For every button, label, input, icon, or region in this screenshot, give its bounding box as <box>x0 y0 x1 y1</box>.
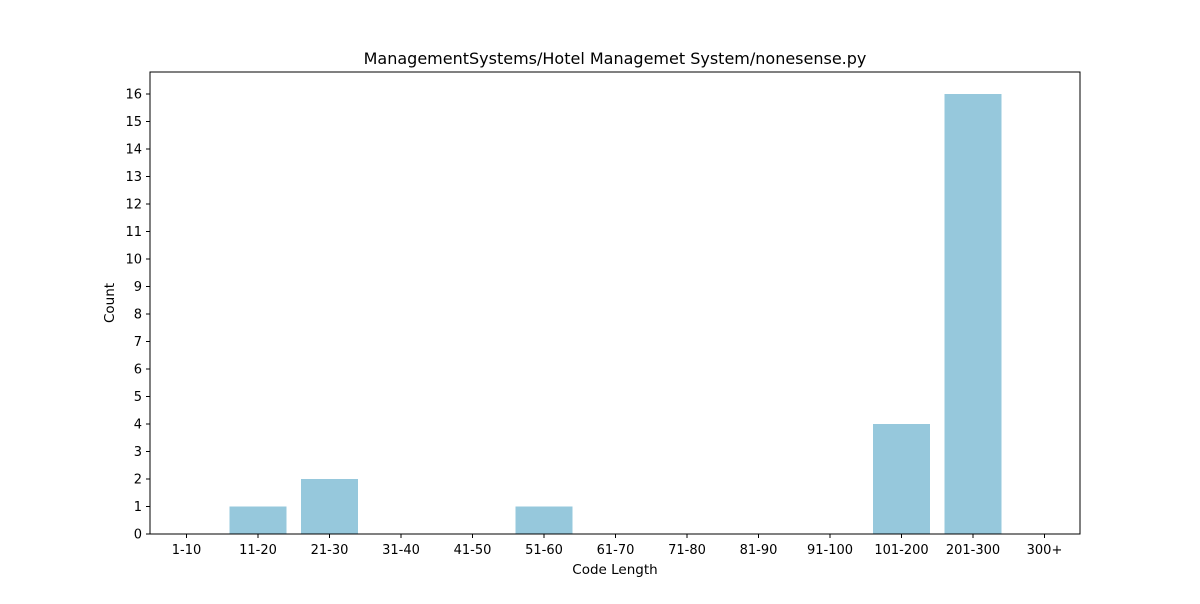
bar-51-60 <box>515 506 573 534</box>
y-tick-label: 11 <box>125 225 142 240</box>
y-tick-label: 12 <box>125 198 142 213</box>
x-tick-label: 11-20 <box>239 543 277 558</box>
y-tick-label: 13 <box>125 170 142 185</box>
y-tick-label: 16 <box>125 88 142 103</box>
x-tick-label: 21-30 <box>311 543 349 558</box>
y-tick-label: 10 <box>125 253 142 268</box>
plot-frame <box>149 71 1081 535</box>
bars-group <box>229 94 1002 534</box>
x-tick-label: 61-70 <box>597 543 635 558</box>
y-axis-label: Count <box>102 283 118 323</box>
y-tick-label: 15 <box>125 115 142 130</box>
y-tick-label: 4 <box>134 418 142 433</box>
y-tick-label: 7 <box>134 335 142 350</box>
x-axis: 1-10 11-20 21-30 31-40 41-50 51-60 61-70 71-80 8… <box>172 534 1063 558</box>
chart-title: ManagementSystems/Hotel Managemet System… <box>364 49 867 68</box>
x-tick-label: 31-40 <box>382 543 420 558</box>
y-tick-label: 5 <box>134 390 142 405</box>
x-tick-label: 51-60 <box>525 543 563 558</box>
y-tick-label: 14 <box>125 143 142 158</box>
y-tick-label: 3 <box>134 445 142 460</box>
bar-101-200 <box>873 424 930 534</box>
x-tick-label: 201-300 <box>946 543 1000 558</box>
bar-11-20 <box>229 506 287 534</box>
y-tick-label: 6 <box>134 363 142 378</box>
bar-21-30 <box>301 479 358 534</box>
y-tick-label: 0 <box>134 528 142 543</box>
x-tick-label: 71-80 <box>668 543 706 558</box>
x-tick-label: 91-100 <box>807 543 853 558</box>
y-tick-label: 9 <box>134 280 142 295</box>
x-axis-label: Code Length <box>572 562 657 578</box>
y-tick-label: 1 <box>134 500 142 515</box>
bar-201-300 <box>944 94 1002 534</box>
x-tick-label: 300+ <box>1027 543 1063 558</box>
y-tick-label: 8 <box>134 308 142 323</box>
x-tick-label: 1-10 <box>172 543 202 558</box>
x-tick-label: 81-90 <box>740 543 778 558</box>
x-tick-label: 101-200 <box>874 543 928 558</box>
x-tick-label: 41-50 <box>454 543 492 558</box>
y-tick-label: 2 <box>134 473 142 488</box>
